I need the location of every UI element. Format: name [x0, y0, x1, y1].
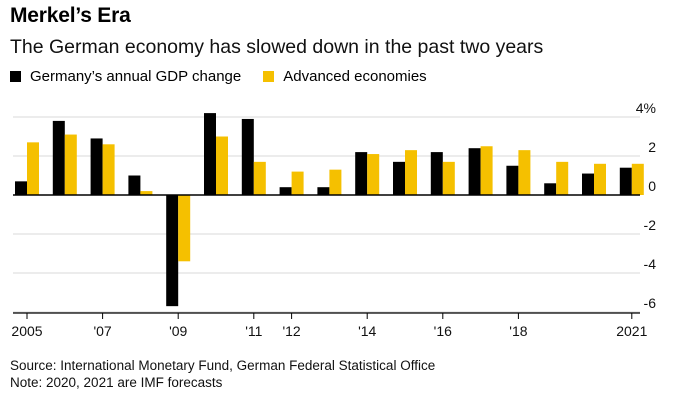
bar-advanced-2015 [405, 150, 417, 195]
bar-germany-2014 [355, 152, 368, 195]
bar-germany-2011 [241, 118, 254, 195]
legend-item-advanced: Advanced economies [263, 68, 427, 85]
y-tick-label: -4 [644, 256, 657, 272]
bar-germany-2019 [544, 183, 557, 195]
bar-advanced-2020 [594, 163, 606, 195]
bar-advanced-2017 [480, 146, 493, 195]
bar-advanced-2010 [216, 136, 228, 195]
bar-advanced-2014 [367, 154, 380, 195]
bar-advanced-2005 [27, 142, 39, 195]
bar-advanced-2021 [631, 163, 644, 195]
legend-item-germany: Germany’s annual GDP change [10, 68, 241, 85]
legend-swatch-advanced [263, 71, 275, 82]
bar-germany-2013 [317, 187, 330, 195]
bar-germany-2010 [204, 113, 216, 195]
x-tick-label-2007: '07 [93, 323, 111, 339]
x-tick-label-2016: '16 [434, 323, 452, 339]
chart-title: Merkel’s Era [10, 4, 131, 27]
x-tick-label-2018: '18 [509, 323, 527, 339]
bar-germany-2016 [430, 152, 443, 195]
bar-advanced-2008 [140, 191, 153, 195]
bar-germany-2008 [128, 175, 141, 195]
legend-label-germany: Germany’s annual GDP change [30, 68, 242, 85]
chart-legend: Germany’s annual GDP change Advanced eco… [10, 68, 449, 85]
legend-label-advanced: Advanced economies [283, 68, 427, 85]
bar-germany-2009 [166, 195, 179, 307]
bar-advanced-2006 [64, 134, 77, 195]
x-tick-label-2012: '12 [282, 323, 300, 339]
forecast-note: Note: 2020, 2021 are IMF forecasts [10, 375, 223, 390]
bar-advanced-2012 [291, 171, 304, 195]
legend-swatch-germany [10, 71, 21, 82]
bar-germany-2007 [90, 138, 103, 195]
bar-advanced-2019 [556, 161, 569, 195]
y-tick-label: 0 [648, 178, 656, 194]
chart-subtitle: The German economy has slowed down in th… [10, 36, 544, 58]
bar-advanced-2011 [253, 161, 266, 195]
bar-germany-2015 [393, 161, 405, 195]
y-tick-label: -6 [644, 295, 657, 311]
bar-germany-2021 [619, 167, 632, 195]
bar-germany-2012 [279, 187, 292, 195]
bar-advanced-2007 [102, 144, 115, 195]
bar-germany-2020 [582, 173, 594, 195]
bar-advanced-2018 [518, 150, 531, 195]
source-note: Source: International Monetary Fund, Ger… [10, 358, 436, 373]
bar-advanced-2009 [178, 195, 191, 262]
bar-germany-2018 [506, 165, 519, 195]
bar-advanced-2016 [442, 161, 455, 195]
bar-germany-2005 [15, 181, 27, 195]
bar-germany-2017 [468, 148, 481, 195]
x-tick-label-2011: '11 [245, 323, 262, 339]
y-tick-label: 2 [648, 139, 656, 155]
y-tick-label: -2 [644, 217, 657, 233]
bar-germany-2006 [52, 120, 65, 195]
y-tick-label: 4% [636, 100, 656, 116]
bar-advanced-2013 [329, 169, 342, 195]
x-tick-label-2009: '09 [169, 323, 187, 339]
x-tick-label-2005: 2005 [11, 323, 42, 339]
x-tick-label-2021: 2021 [616, 323, 647, 339]
x-tick-label-2014: '14 [358, 323, 376, 339]
